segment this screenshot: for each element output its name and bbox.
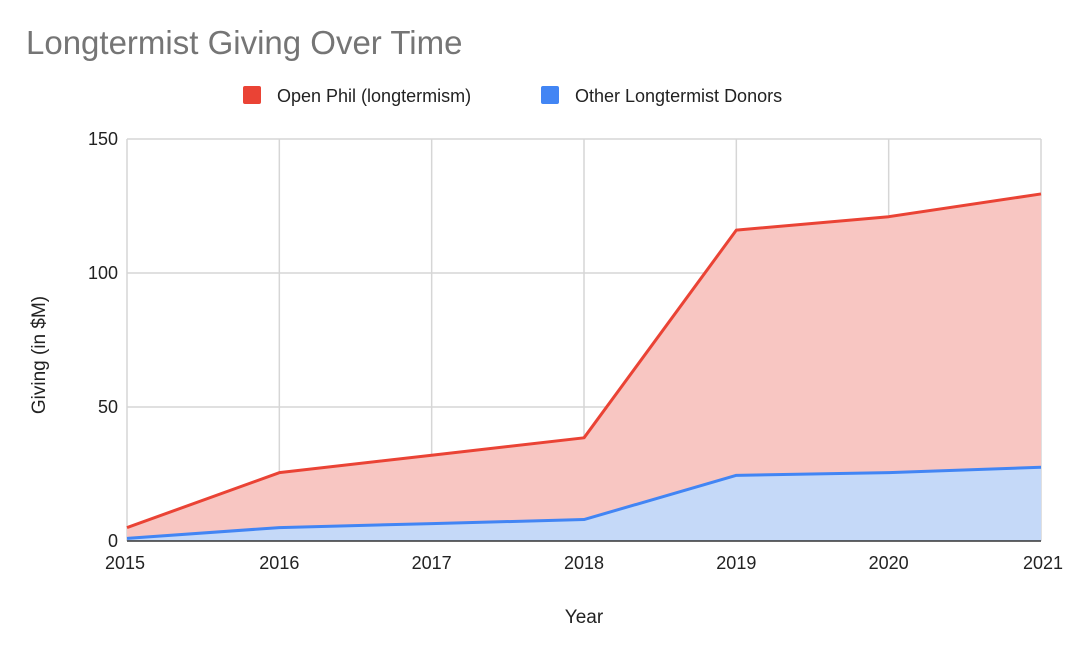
- x-tick-label-4: 2019: [716, 553, 756, 573]
- x-tick-label-1: 2016: [259, 553, 299, 573]
- legend-swatch-open-phil: [243, 86, 261, 104]
- x-axis-ticks: 2015 2016 2017 2018 2019 2020 2021: [105, 553, 1063, 573]
- legend: Open Phil (longtermism) Other Longtermis…: [243, 86, 782, 106]
- line-series-0: [126, 465, 1042, 540]
- area-series-1: [127, 193, 1041, 539]
- x-tick-label-6: 2021: [1023, 553, 1063, 573]
- legend-swatch-other-donors: [541, 86, 559, 104]
- x-tick-label-0: 2015: [105, 553, 145, 573]
- x-tick-label-3: 2018: [564, 553, 604, 573]
- y-tick-label-2: 100: [88, 263, 118, 283]
- plot-areas: [127, 193, 1041, 541]
- x-axis-title: Year: [565, 607, 604, 628]
- y-axis-ticks: 0 50 100 150: [88, 129, 118, 551]
- line-series-1: [126, 192, 1042, 530]
- y-tick-label-3: 150: [88, 129, 118, 149]
- legend-label-other-donors: Other Longtermist Donors: [575, 86, 782, 106]
- y-axis-title: Giving (in $M): [29, 296, 50, 414]
- legend-label-open-phil: Open Phil (longtermism): [277, 86, 471, 106]
- y-tick-label-1: 50: [98, 397, 118, 417]
- y-tick-label-0: 0: [108, 531, 118, 551]
- area-series-0: [127, 467, 1041, 541]
- x-tick-label-5: 2020: [869, 553, 909, 573]
- chart-title: Longtermist Giving Over Time: [26, 24, 462, 61]
- plot-lines: [126, 192, 1042, 540]
- x-tick-label-2: 2017: [412, 553, 452, 573]
